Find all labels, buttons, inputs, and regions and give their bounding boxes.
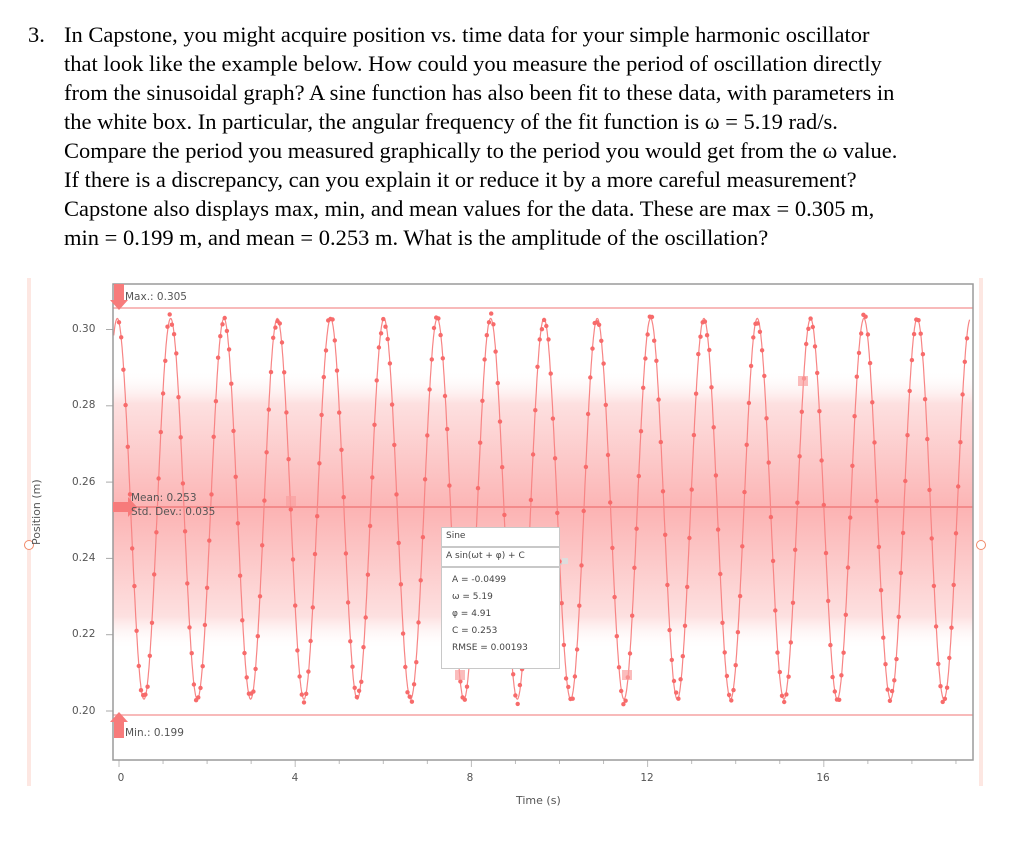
max-marker-icon[interactable] [110,284,128,310]
x-tick-label: 4 [291,772,299,784]
fit-params: A = -0.0499 ω = 5.19 φ = 4.91 C = 0.253 … [442,568,559,667]
question-line: min = 0.199 m, and mean = 0.253 m. What … [64,225,769,250]
data-cursor[interactable] [455,670,465,680]
question-number: 3. [28,22,45,47]
capstone-graph: 0.30 0.28 0.26 0.24 0.22 0.20 0 4 8 12 1… [0,270,1024,830]
right-axis-handle[interactable] [976,540,986,550]
question-line: Capstone also displays max, min, and mea… [64,196,875,221]
question-line: If there is a discrepancy, can you expla… [64,167,857,192]
max-label: Max.: 0.305 [125,291,187,303]
std-dev-label: Std. Dev.: 0.035 [131,506,216,518]
question-body: In Capstone, you might acquire position … [64,20,1008,252]
data-cursor[interactable] [622,670,632,680]
sine-fit-box[interactable]: Sine A sin(ωt + φ) + C A = -0.0499 ω = 5… [441,527,560,669]
data-cursor[interactable] [798,376,808,386]
fit-param-phase: φ = 4.91 [452,609,492,619]
fit-param-rmse: RMSE = 0.00193 [452,643,528,653]
x-tick-label: 0 [117,772,125,784]
y-tick-label: 0.26 [72,476,96,488]
question-line: Compare the period you measured graphica… [64,138,898,163]
min-label: Min.: 0.199 [125,727,184,739]
right-axis-rail[interactable] [979,278,983,786]
question-line: that look like the example below. How co… [64,51,882,76]
question-line: the white box. In particular, the angula… [64,109,838,134]
fit-param-omega: ω = 5.19 [452,592,493,602]
data-points [116,311,970,707]
fit-param-offset: C = 0.253 [452,626,498,636]
left-axis-handle[interactable] [24,540,34,550]
fit-equation: A sin(ωt + φ) + C [442,548,559,568]
mean-marker-icon[interactable] [113,497,137,517]
x-tick-label: 12 [640,772,654,784]
x-tick-label: 16 [816,772,830,784]
min-marker-icon[interactable] [110,712,128,738]
question-line: from the sinusoidal graph? A sine functi… [64,80,895,105]
x-tick-label: 8 [466,772,474,784]
fit-param-amplitude: A = -0.0499 [452,575,507,585]
plot-frame [112,283,974,761]
fit-anchor-handle[interactable] [562,558,568,564]
y-axis-label[interactable]: Position (m) [30,479,43,545]
y-tick-label: 0.20 [72,705,96,717]
left-axis-rail[interactable] [27,278,31,786]
mean-label: Mean: 0.253 [131,492,197,504]
y-tick-label: 0.24 [72,552,96,564]
y-tick-label: 0.30 [72,323,96,335]
data-cursor[interactable] [286,496,296,506]
fit-title: Sine [442,528,559,548]
x-axis-label[interactable]: Time (s) [516,794,561,807]
sine-fit-curve [113,317,971,700]
question-text: 3. In Capstone, you might acquire positi… [28,20,1008,252]
question-line: In Capstone, you might acquire position … [64,22,870,47]
y-tick-label: 0.28 [72,399,96,411]
y-tick-label: 0.22 [72,628,96,640]
